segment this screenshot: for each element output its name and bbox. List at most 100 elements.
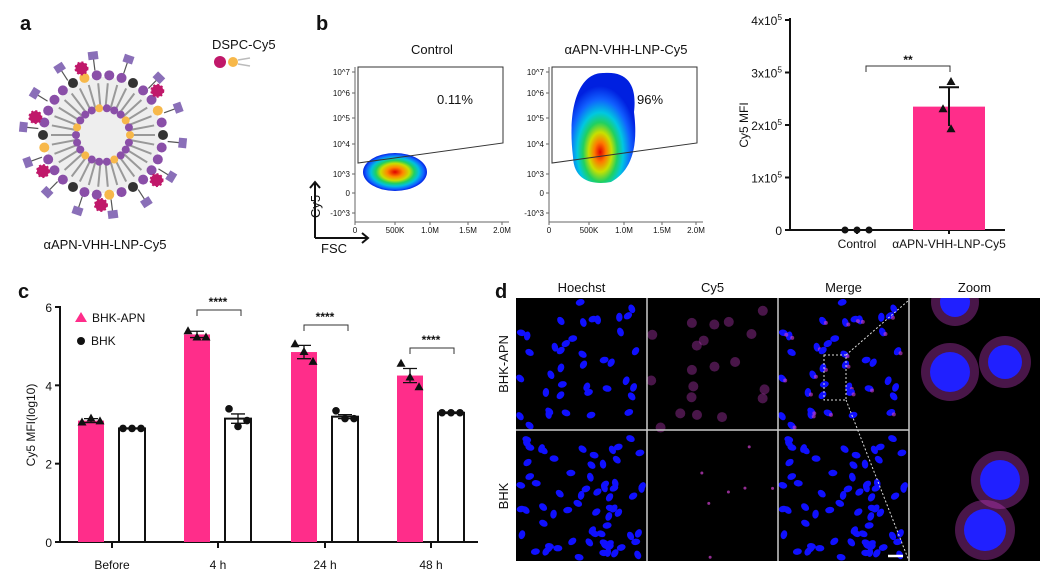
flow-y-tick: 10^6 (527, 89, 545, 98)
nucleus (878, 312, 885, 322)
cy5-signal (790, 335, 795, 340)
vhh-nanobody (71, 205, 84, 217)
flow-plot-title: αAPN-VHH-LNP-Cy5 (564, 42, 687, 57)
nucleus (587, 461, 596, 469)
outer-lipid-head (104, 70, 115, 81)
data-point (456, 408, 464, 417)
data-point (243, 416, 251, 425)
outer-lipid-head (79, 187, 90, 198)
x-tick-label: 4 h (210, 558, 227, 572)
nucleus (522, 436, 532, 443)
nucleus (835, 499, 845, 507)
nucleus (800, 444, 807, 453)
nucleus (581, 485, 591, 493)
nucleus (980, 460, 1020, 500)
nucleus (870, 445, 878, 455)
lipid-tail (119, 156, 136, 178)
nucleus (862, 480, 872, 489)
cy5-signal (655, 422, 666, 433)
nucleus (817, 489, 826, 498)
data-point (86, 413, 96, 422)
bar (913, 106, 985, 230)
flow-x-tick: 1.0M (615, 226, 633, 235)
y-tick-label: 1x105 (751, 170, 782, 186)
cy5-signal (883, 332, 888, 337)
lipid-tail (109, 84, 119, 109)
nucleus (785, 458, 794, 467)
image-bhk-merge (778, 435, 908, 561)
inner-lipid-head (95, 157, 104, 166)
flow-y-tick: 0 (540, 189, 545, 198)
flow-axis-arrows (309, 180, 370, 244)
nucleus (596, 530, 606, 538)
lnp-core (45, 77, 161, 193)
y-tick-label: 6 (45, 301, 52, 315)
y-tick-label: 4x105 (751, 12, 782, 28)
inner-lipid-head (76, 145, 85, 154)
bar-chart-b: 0 1x105 2x105 3x105 4x105 Cy5 MFI Control αAPN-… (737, 12, 1006, 251)
significance-bracket (865, 65, 951, 72)
lipid-tail (70, 156, 87, 178)
data-point (119, 424, 127, 433)
outer-lipid-head (57, 85, 68, 96)
outer-lipid-head (79, 72, 90, 83)
nucleus (867, 512, 875, 521)
nucleus (557, 316, 565, 326)
nucleus (623, 312, 633, 320)
y-tick-label: 0 (45, 536, 52, 550)
cy5-dye (149, 173, 164, 188)
nucleus (613, 443, 623, 451)
panel-label-a: a (20, 13, 32, 35)
inner-lipid-head (102, 104, 111, 113)
cy5-signal (688, 381, 699, 392)
cy5-signal (890, 315, 895, 320)
nucleus (855, 488, 864, 496)
nucleus (631, 538, 641, 546)
data-point (308, 356, 318, 365)
nucleus (542, 387, 550, 397)
inner-lipid-head (116, 151, 125, 160)
flow-y-tick: -10^3 (330, 209, 350, 218)
outer-lipid-head (91, 189, 102, 200)
vhh-nanobody (28, 86, 41, 100)
nucleus (893, 538, 903, 546)
y-tick-label: 4 (45, 379, 52, 393)
nucleus (602, 385, 612, 392)
nucleus (593, 488, 602, 496)
bar-bhk-apn (291, 352, 317, 542)
nucleus (549, 455, 559, 462)
vhh-nanobody (53, 61, 66, 74)
nucleus (544, 543, 554, 550)
legend-label: BHK-APN (92, 311, 145, 325)
outer-lipid-head (38, 130, 48, 140)
flow-plot-title: Control (411, 42, 453, 57)
nucleus (579, 360, 588, 369)
nucleus (525, 348, 534, 356)
nucleus (607, 358, 615, 367)
panel-label-b: b (316, 13, 328, 35)
nucleus (622, 376, 630, 386)
inner-lipid-head (81, 110, 90, 119)
nucleus (616, 312, 623, 322)
data-point (341, 414, 349, 423)
nucleus (849, 461, 858, 469)
cy5-signal (707, 501, 711, 505)
nucleus (878, 544, 888, 551)
flow-y-tick: 10^3 (527, 170, 545, 179)
dspc-cy5-label: DSPC-Cy5 (212, 37, 276, 52)
flow-x-tick: 0 (353, 226, 358, 235)
lnp-caption: αAPN-VHH-LNP-Cy5 (43, 237, 166, 252)
nucleus (866, 547, 874, 557)
bar-bhk (118, 427, 146, 543)
inner-lipid-head (124, 123, 133, 132)
lnp-schematic (18, 51, 188, 219)
nucleus (574, 553, 584, 561)
cy5-signal (691, 409, 702, 420)
vhh-nanobody (178, 137, 188, 149)
lipid-tail (78, 88, 92, 111)
nucleus (585, 538, 594, 547)
nucleus (561, 409, 571, 417)
nucleus (811, 455, 821, 462)
outer-lipid-head (128, 78, 138, 89)
nucleus (888, 531, 897, 541)
